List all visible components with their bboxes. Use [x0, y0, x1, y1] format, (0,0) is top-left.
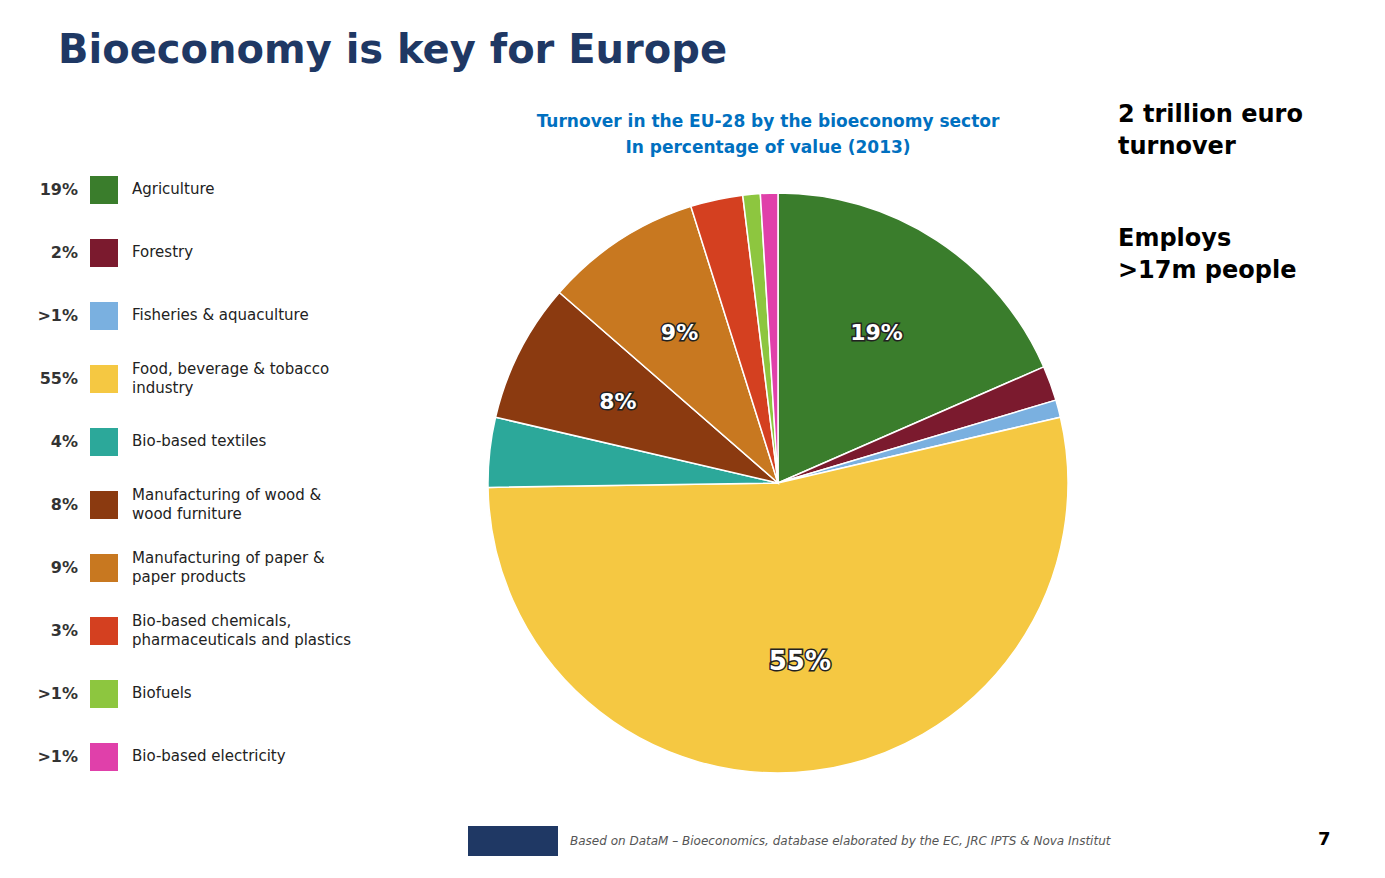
html-text:Bio-based electricity: Bio-based electricity [132, 747, 286, 765]
html-text:55%: 55% [39, 369, 78, 388]
html-text:wood furniture: wood furniture [132, 504, 242, 523]
html-text:paper products: paper products [132, 567, 246, 586]
html-text:2%: 2% [50, 243, 78, 262]
html-text:Turnover in the EU-28 by the b: Turnover in the EU-28 by the bioeconomy … [536, 111, 1000, 131]
html-text:Bio-based chemicals,: Bio-based chemicals, [132, 611, 292, 630]
html-text:8%: 8% [50, 495, 78, 514]
html-text:19%: 19% [39, 180, 78, 199]
html-text:2 trillion euro: 2 trillion euro [1118, 100, 1303, 128]
html-text:4%: 4% [50, 432, 78, 451]
html-text:3%: 3% [50, 621, 78, 640]
html-text:Food, beverage & tobacco: Food, beverage & tobacco [132, 359, 330, 378]
html-text:7: 7 [1318, 828, 1331, 849]
html-text:In percentage of value (2013): In percentage of value (2013) [625, 137, 911, 157]
svg-text:8%: 8% [599, 389, 636, 414]
html-text:Agriculture: Agriculture [132, 180, 215, 198]
html-text:Employs: Employs [1118, 224, 1232, 252]
html-text:turnover: turnover [1118, 132, 1236, 160]
html-text:Biofuels: Biofuels [132, 684, 192, 702]
html-text:>1%: >1% [37, 684, 78, 703]
html-text:Forestry: Forestry [132, 243, 194, 261]
html-text:Bio-based textiles: Bio-based textiles [132, 432, 267, 450]
svg-text:9%: 9% [661, 320, 698, 345]
html-text:Fisheries & aquaculture: Fisheries & aquaculture [132, 306, 309, 324]
html-text:Based on DataM – Bioeconomics,: Based on DataM – Bioeconomics, database … [570, 834, 1111, 848]
svg-text:19%: 19% [850, 320, 903, 345]
html-text:Manufacturing of paper &: Manufacturing of paper & [132, 548, 325, 567]
html-text:Bioeconomy is key for Europe: Bioeconomy is key for Europe [58, 26, 727, 72]
html-text:pharmaceuticals and plastics: pharmaceuticals and plastics [132, 630, 351, 649]
html-text:industry: industry [132, 378, 194, 397]
svg-text:55%: 55% [769, 646, 831, 676]
html-text:Manufacturing of wood &: Manufacturing of wood & [132, 485, 322, 504]
html-text:>1%: >1% [37, 306, 78, 325]
html-text:>17m people: >17m people [1118, 256, 1297, 284]
html-text:9%: 9% [50, 558, 78, 577]
html-text:>1%: >1% [37, 747, 78, 766]
